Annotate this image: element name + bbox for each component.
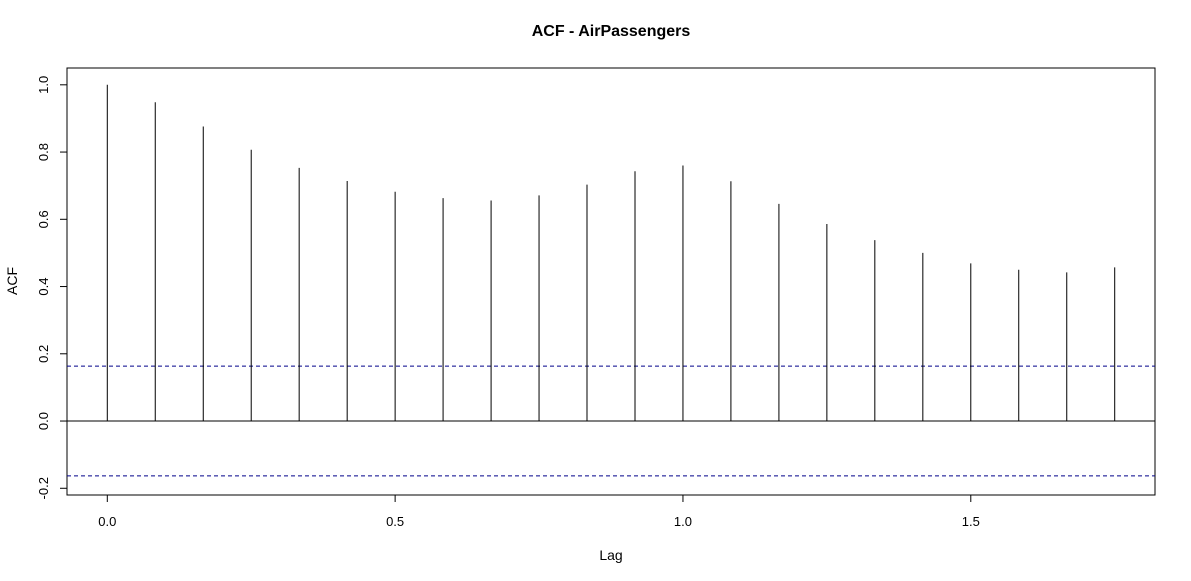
y-axis: -0.2 0.0 0.2 0.4 0.6 0.8 1.0 <box>36 76 68 499</box>
y-tick-label: -0.2 <box>36 477 51 499</box>
acf-marks <box>67 84 1155 477</box>
y-axis-label: ACF <box>4 267 20 295</box>
x-tick-label: 0.0 <box>98 514 116 529</box>
y-tick-label: 1.0 <box>36 76 51 94</box>
y-tick-label: 0.8 <box>36 143 51 161</box>
x-tick-label: 1.0 <box>674 514 692 529</box>
y-tick-label: 0.4 <box>36 278 51 296</box>
x-tick-label: 1.5 <box>962 514 980 529</box>
x-axis: 0.0 0.5 1.0 1.5 <box>98 494 980 529</box>
plot-frame <box>66 67 1156 496</box>
y-tick-label: 0.6 <box>36 210 51 228</box>
y-tick-label: 0.0 <box>36 412 51 430</box>
x-axis-label: Lag <box>599 547 622 563</box>
y-tick-label: 0.2 <box>36 345 51 363</box>
x-tick-label: 0.5 <box>386 514 404 529</box>
chart-title: ACF - AirPassengers <box>532 23 691 40</box>
